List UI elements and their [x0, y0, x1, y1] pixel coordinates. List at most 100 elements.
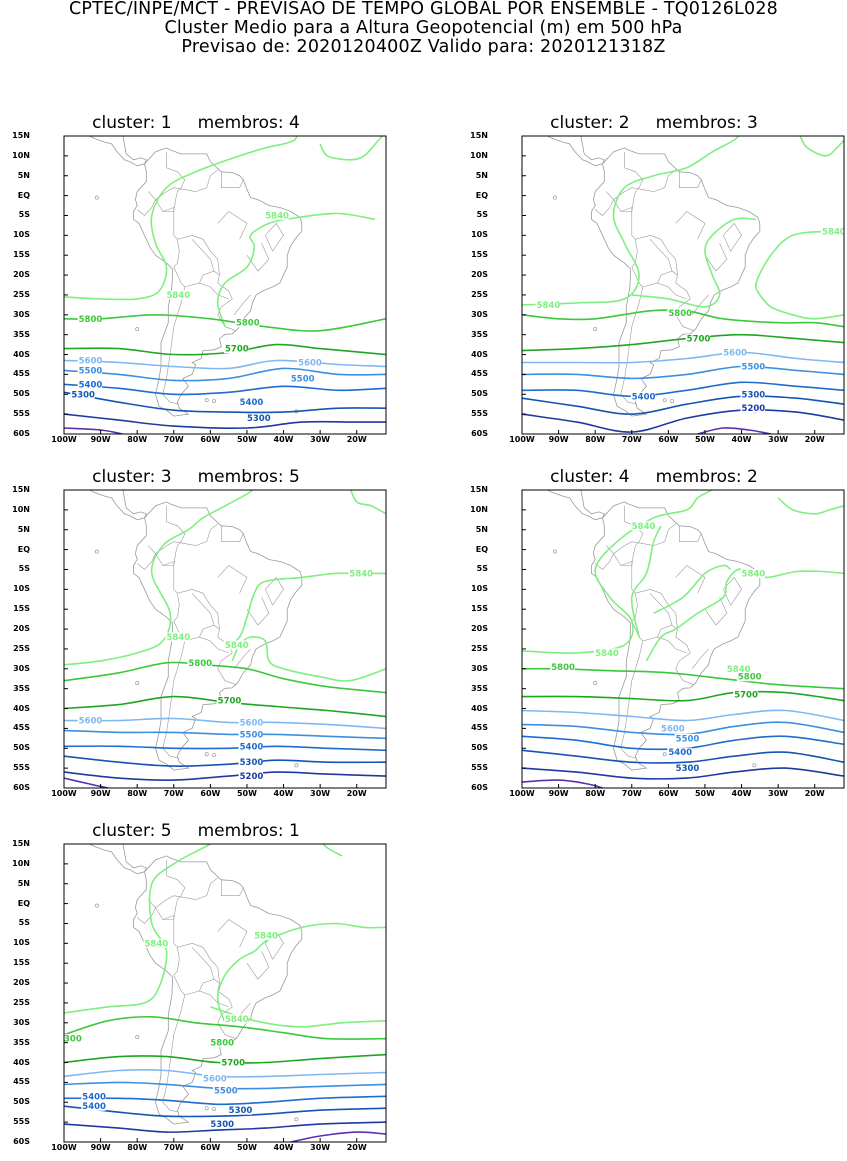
lat-label: 15N: [12, 839, 30, 848]
island: [552, 195, 557, 200]
contour-label: 5800: [236, 319, 260, 329]
lat-label: 10N: [12, 858, 30, 868]
contour-label: 5400: [240, 398, 264, 408]
contour-label: 5200: [742, 404, 766, 414]
lat-label: 10N: [470, 150, 488, 160]
map-frame: [63, 135, 387, 435]
contour-label-bg: [238, 757, 264, 767]
contour-label-bg: [238, 717, 264, 727]
lon-label: 20W: [804, 789, 825, 798]
contour-label: 5300: [229, 1106, 253, 1116]
contour-label: 5700: [225, 345, 249, 355]
contour-line: [64, 391, 386, 414]
contour-label: 5840: [166, 633, 190, 643]
island: [94, 549, 99, 554]
contour-label-bg: [77, 379, 103, 389]
contour-line: [522, 381, 844, 398]
contour-label-bg: [674, 733, 700, 743]
country-border: [246, 243, 270, 272]
contour-label-bg: [630, 391, 656, 401]
contour-label: 5800: [79, 315, 103, 325]
lon-label: 50W: [236, 789, 257, 798]
lat-label: 40S: [13, 349, 30, 359]
country-border: [184, 990, 229, 1008]
country-border: [147, 545, 174, 566]
contour-line: [777, 497, 844, 515]
lat-label: 20S: [471, 624, 488, 634]
country-border: [166, 859, 186, 920]
contour-line: [64, 367, 386, 382]
contour-line: [64, 136, 298, 301]
lat-label: 30S: [13, 663, 30, 673]
lat-label: 5S: [18, 210, 30, 220]
country-border: [691, 294, 709, 315]
lat-label: 15N: [12, 485, 30, 494]
contour-line: [522, 136, 740, 306]
contour-line: [64, 383, 386, 396]
country-border: [704, 243, 728, 272]
lat-label: 10S: [13, 230, 30, 240]
contour-line: [322, 844, 343, 857]
contour-label: 5300: [210, 1120, 234, 1130]
country-border: [199, 270, 220, 284]
contour-label-bg: [740, 568, 765, 578]
country-border: [184, 636, 229, 654]
lon-label: 90W: [548, 435, 569, 444]
country-border: [199, 978, 220, 992]
contour-label-bg: [630, 521, 656, 531]
country-border: [137, 907, 156, 924]
country-border: [613, 523, 676, 554]
country-border: [221, 879, 244, 896]
contour-label-bg: [674, 763, 700, 773]
contour-label: 5600: [79, 716, 103, 726]
lon-label: 80W: [585, 435, 606, 444]
country-border: [166, 505, 186, 566]
coastline: [546, 136, 605, 167]
lon-label: 80W: [127, 789, 148, 798]
country-border: [137, 199, 156, 216]
contour-label-bg: [165, 290, 190, 300]
lon-label: 90W: [548, 789, 569, 798]
contour-line: [290, 1131, 386, 1142]
coastline: [88, 490, 147, 521]
lat-label: 15S: [471, 250, 488, 260]
cluster-label: cluster: 1: [92, 113, 172, 133]
lat-label: 60S: [13, 783, 30, 792]
contour-label-bg: [289, 373, 315, 383]
country-border: [147, 899, 174, 920]
lon-label: 90W: [90, 789, 111, 798]
country-border: [199, 624, 220, 638]
lat-label: 40S: [13, 703, 30, 713]
lat-label: 60S: [13, 1137, 30, 1146]
lon-label: 60W: [658, 789, 679, 798]
lon-label: 30W: [768, 789, 789, 798]
contour-line: [522, 749, 844, 764]
contour-label: 5500: [240, 730, 264, 740]
contour-label-bg: [238, 771, 264, 781]
contour-line: [64, 1053, 386, 1064]
contour-label-bg: [550, 662, 575, 672]
contour-label: 5800: [551, 663, 575, 673]
lon-label: 40W: [731, 789, 752, 798]
contour-label: 5400: [79, 380, 103, 390]
lat-label: 20S: [13, 270, 30, 280]
lat-label: 60S: [471, 783, 488, 792]
lon-label: 70W: [163, 1143, 184, 1152]
contour-line: [64, 777, 109, 788]
contour-label: 5500: [291, 374, 315, 384]
country-border: [631, 593, 638, 622]
lat-label: 5N: [17, 170, 30, 180]
contour-label: 5840: [537, 301, 561, 311]
country-border: [246, 951, 270, 980]
contour-line: [64, 490, 255, 666]
lon-label: 50W: [694, 789, 715, 798]
cluster-panel-4: cluster: 4 membros: 2 5840 5840 5840 5840 5800…: [470, 467, 845, 807]
country-border: [155, 169, 218, 200]
contour-label: 5400: [82, 1102, 106, 1112]
lat-label: 10N: [12, 504, 30, 514]
lat-label: 20S: [471, 270, 488, 280]
lon-label: 100W: [509, 789, 535, 798]
lat-label: 45S: [471, 369, 488, 379]
island: [135, 681, 140, 686]
